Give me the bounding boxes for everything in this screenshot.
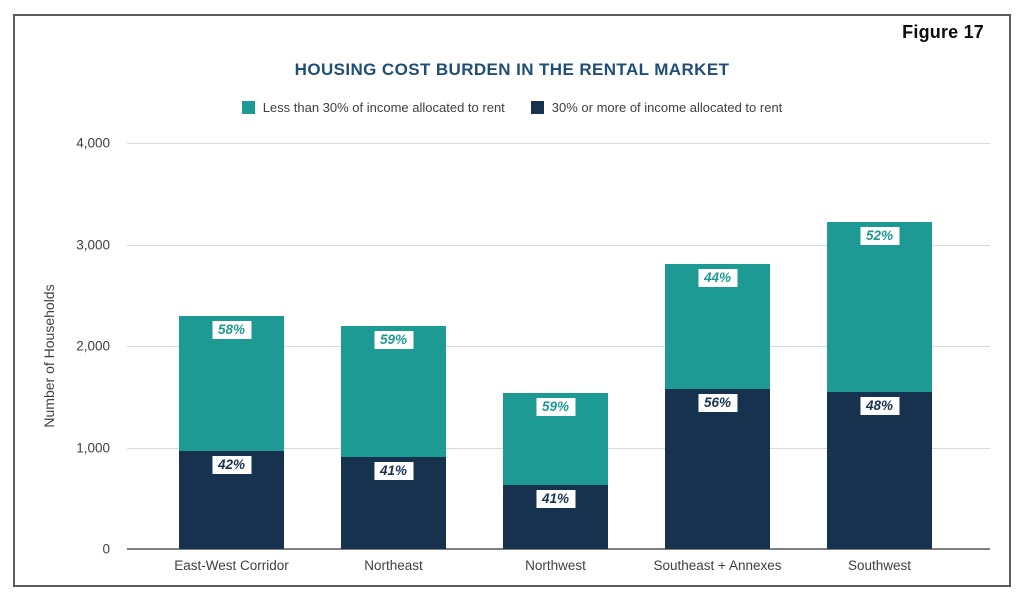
segment-percent-label: 56% — [697, 394, 738, 413]
bar-segment-30pct-or-more: 56% — [665, 389, 770, 549]
y-tick-label: 2,000 — [76, 338, 110, 354]
gridline — [127, 143, 990, 144]
legend-label: Less than 30% of income allocated to ren… — [262, 100, 505, 115]
y-tick-label: 0 — [102, 541, 110, 557]
segment-percent-label: 59% — [373, 330, 414, 349]
y-tick-label: 1,000 — [76, 440, 110, 455]
plot-area: 0 1,000 2,000 3,000 4,000 42% 58% East-West Cor… — [76, 136, 990, 573]
bar-segment-under-30pct: 59% — [503, 392, 608, 485]
bar-segment-under-30pct: 58% — [179, 315, 284, 451]
figure-number-label: Figure 17 — [902, 22, 984, 42]
segment-percent-label: 58% — [211, 320, 252, 339]
x-axis-line — [127, 548, 990, 550]
navy-swatch-icon — [530, 101, 544, 114]
bar-segment-30pct-or-more: 41% — [503, 484, 608, 549]
y-tick-label: 4,000 — [76, 135, 110, 151]
segment-percent-label: 59% — [535, 397, 576, 416]
x-category-label: Northeast — [364, 558, 423, 573]
legend-item-30pct-or-more: 30% or more of income allocated to rent — [530, 100, 783, 115]
x-category-label: East-West Corridor — [174, 558, 289, 573]
segment-percent-label: 52% — [859, 227, 900, 246]
bar-segment-under-30pct: 59% — [341, 325, 446, 458]
x-category-label: Southwest — [847, 558, 912, 573]
gridline — [127, 346, 990, 347]
y-axis-title: Number of Households — [41, 284, 57, 428]
legend-label: 30% or more of income allocated to rent — [551, 100, 783, 115]
segment-percent-label: 42% — [211, 455, 252, 474]
segment-percent-label: 41% — [535, 489, 576, 508]
x-category-label: Northwest — [525, 558, 586, 573]
chart-legend: Less than 30% of income allocated to ren… — [0, 100, 1024, 115]
bar-segment-under-30pct: 44% — [665, 263, 770, 390]
bar-segment-30pct-or-more: 42% — [179, 450, 284, 549]
y-tick-label: 3,000 — [76, 237, 110, 252]
bar-segment-30pct-or-more: 48% — [827, 392, 932, 549]
bar-segment-30pct-or-more: 41% — [341, 457, 446, 549]
gridline — [127, 244, 990, 246]
bar-segment-under-30pct: 52% — [827, 222, 932, 393]
segment-percent-label: 44% — [697, 268, 738, 287]
x-category-label: Southeast + Annexes — [653, 558, 782, 573]
segment-percent-label: 48% — [859, 397, 900, 416]
segment-percent-label: 41% — [373, 462, 414, 481]
legend-item-under-30pct: Less than 30% of income allocated to ren… — [241, 100, 505, 115]
chart-title: HOUSING COST BURDEN IN THE RENTAL MARKET — [294, 60, 730, 79]
teal-swatch-icon — [241, 101, 255, 114]
